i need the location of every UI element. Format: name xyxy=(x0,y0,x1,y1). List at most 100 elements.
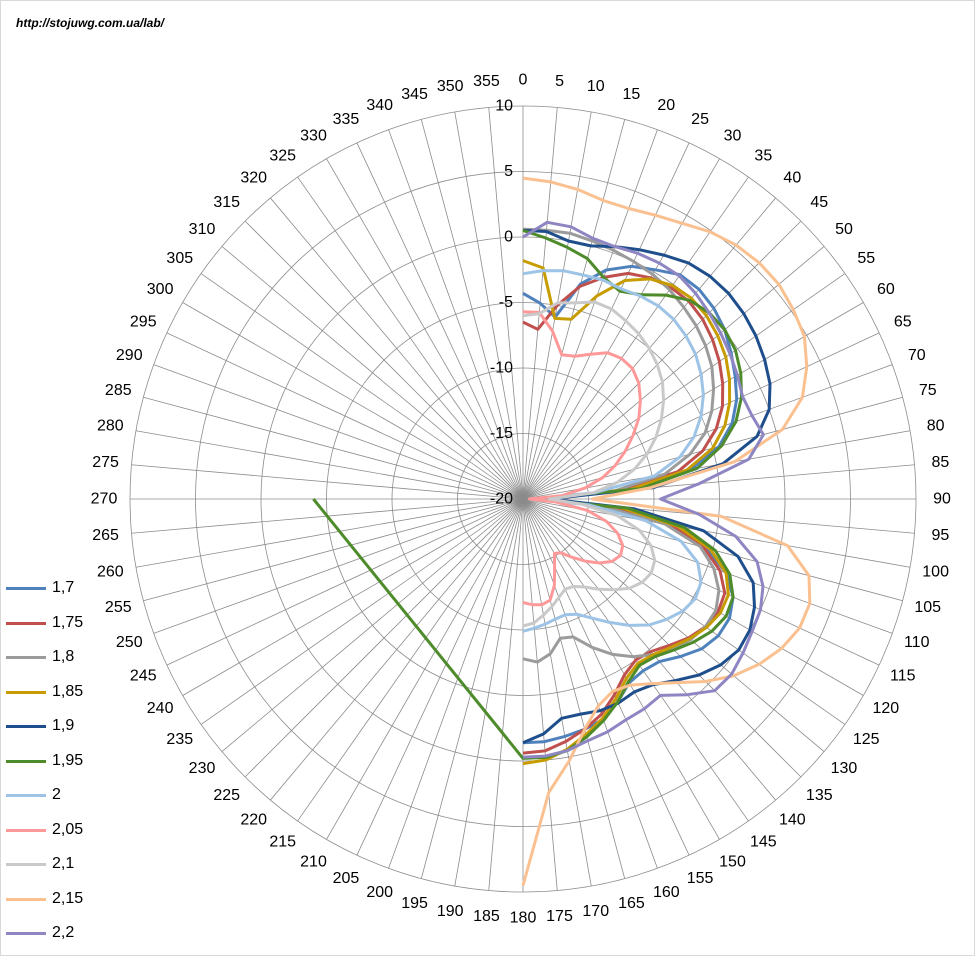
legend-swatch xyxy=(6,690,46,694)
angle-spoke xyxy=(244,498,524,778)
angle-tick-label: 250 xyxy=(116,634,143,651)
angle-tick-label: 85 xyxy=(932,454,950,471)
angle-spoke xyxy=(522,129,658,500)
polar-grid xyxy=(129,105,917,893)
angle-spoke xyxy=(454,111,524,500)
angle-spoke xyxy=(326,158,524,500)
angle-spoke xyxy=(522,119,626,500)
angle-tick-label: 10 xyxy=(587,78,605,95)
angle-tick-label: 115 xyxy=(890,668,916,685)
legend-label: 1,95 xyxy=(52,751,84,769)
angle-spoke xyxy=(200,273,524,500)
angle-tick-label: 160 xyxy=(653,884,680,901)
angle-tick-label: 175 xyxy=(546,908,573,925)
angle-spoke xyxy=(131,464,524,500)
angle-tick-label: 150 xyxy=(719,853,746,870)
angle-tick-label: 30 xyxy=(724,128,742,145)
angle-tick-label: 35 xyxy=(754,147,772,164)
angle-tick-label: 225 xyxy=(213,787,240,804)
angle-spoke xyxy=(454,498,524,887)
angle-tick-label: 190 xyxy=(437,903,464,920)
angle-tick-label: 215 xyxy=(269,834,296,851)
angle-tick-label: 50 xyxy=(835,221,853,238)
angle-tick-label: 205 xyxy=(333,870,360,887)
angle-tick-label: 240 xyxy=(147,700,174,717)
angle-tick-label: 285 xyxy=(105,382,132,399)
legend-item: 1,9 xyxy=(6,716,126,736)
angle-spoke xyxy=(522,498,558,891)
legend-label: 1,8 xyxy=(52,648,75,665)
angle-spoke xyxy=(488,107,524,500)
angle-spoke xyxy=(166,332,524,500)
legend-label: 2,15 xyxy=(52,889,84,907)
angle-spoke xyxy=(200,498,524,725)
angle-spoke xyxy=(522,158,720,500)
angle-tick-label: 320 xyxy=(240,170,267,187)
angle-tick-label: 275 xyxy=(92,454,119,471)
legend-swatch xyxy=(6,897,46,901)
radial-tick-label: -15 xyxy=(490,425,513,442)
angle-tick-label: 185 xyxy=(473,908,500,925)
angle-spoke xyxy=(522,246,825,500)
angle-spoke xyxy=(522,302,864,500)
angle-tick-label: 340 xyxy=(366,97,393,114)
angle-tick-label: 95 xyxy=(932,527,950,544)
angle-tick-label: 120 xyxy=(873,700,900,717)
angle-spoke xyxy=(143,498,524,602)
angle-spoke xyxy=(356,142,524,500)
angle-tick-label: 145 xyxy=(750,834,777,851)
angle-tick-label: 345 xyxy=(401,86,428,103)
angle-spoke xyxy=(488,498,524,891)
angle-tick-label: 315 xyxy=(213,194,240,211)
angle-tick-label: 260 xyxy=(97,563,124,580)
radial-tick-label: -10 xyxy=(490,360,513,377)
angle-tick-label: 295 xyxy=(130,313,157,330)
angle-spoke xyxy=(420,498,524,879)
radial-tick-label: -5 xyxy=(499,294,513,311)
angle-tick-label: 75 xyxy=(919,382,937,399)
angle-tick-label: 60 xyxy=(877,281,895,298)
angle-spoke xyxy=(388,498,524,869)
angle-tick-label: 55 xyxy=(857,250,875,267)
angle-tick-label: 170 xyxy=(582,903,609,920)
legend-item: 2,1 xyxy=(6,854,126,874)
angle-spoke xyxy=(153,364,524,500)
legend-swatch xyxy=(6,725,46,728)
angle-spoke xyxy=(135,430,524,500)
angle-spoke xyxy=(522,498,776,801)
legend-label: 2 xyxy=(52,786,61,803)
legend-label: 2,1 xyxy=(52,855,75,872)
angle-tick-label: 135 xyxy=(806,787,833,804)
axis-labels: 0 5 10 152025303540455055606570758085909510… xyxy=(91,72,951,927)
angle-spoke xyxy=(522,498,690,856)
legend-swatch xyxy=(6,587,46,590)
legend-swatch xyxy=(6,863,46,866)
legend-swatch xyxy=(6,621,46,625)
angle-spoke xyxy=(270,197,524,500)
angle-tick-label: 270 xyxy=(91,491,118,508)
angle-spoke xyxy=(522,498,893,634)
angle-spoke xyxy=(182,498,524,696)
legend-item: 2 xyxy=(6,785,126,805)
radial-tick-label: 0 xyxy=(504,229,513,246)
angle-spoke xyxy=(420,119,524,500)
radial-tick-label: -20 xyxy=(490,491,513,508)
angle-spoke xyxy=(388,129,524,500)
angle-spoke xyxy=(143,396,524,500)
angle-spoke xyxy=(522,498,592,887)
series-lines xyxy=(312,176,812,886)
angle-tick-label: 325 xyxy=(269,147,296,164)
angle-tick-label: 125 xyxy=(853,731,880,748)
angle-tick-label: 80 xyxy=(927,418,945,435)
legend-item: 1,95 xyxy=(6,751,126,771)
legend-swatch xyxy=(6,828,46,832)
angle-spoke xyxy=(522,498,864,696)
angle-tick-label: 195 xyxy=(401,895,428,912)
angle-tick-label: 305 xyxy=(166,250,193,267)
angle-tick-label: 265 xyxy=(92,527,119,544)
angle-spoke xyxy=(522,142,690,500)
angle-tick-label: 300 xyxy=(147,281,174,298)
angle-tick-label: 70 xyxy=(908,347,926,364)
angle-spoke xyxy=(297,176,524,500)
angle-tick-label: 230 xyxy=(189,760,216,777)
